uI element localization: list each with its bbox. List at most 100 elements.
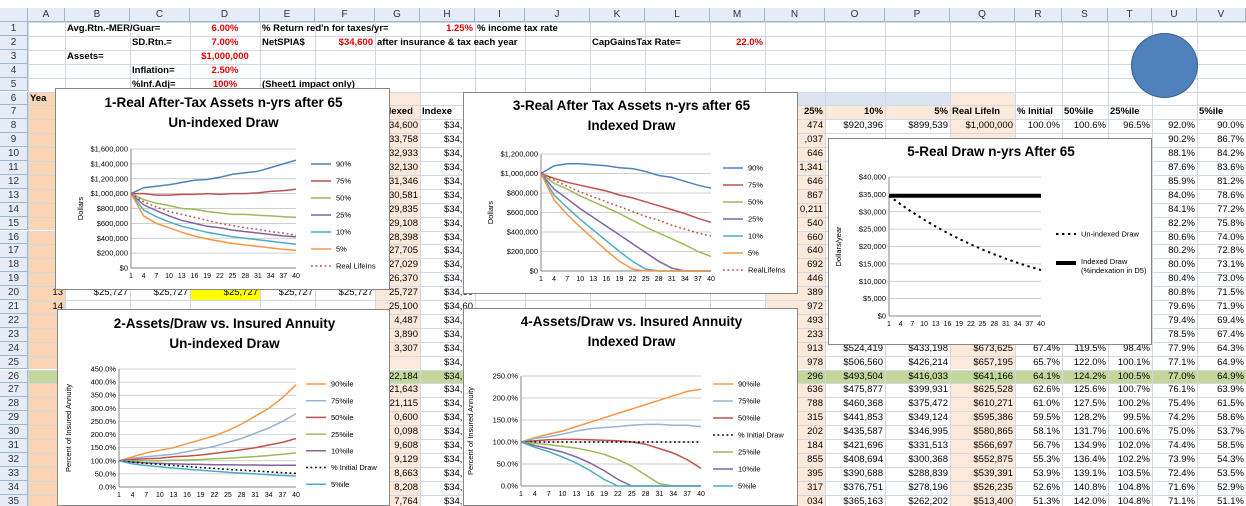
legend-label-box: Indexed Draw (%indexation in D5): [1081, 257, 1146, 275]
cell: 71.9%: [1217, 301, 1244, 312]
series-line: [130, 193, 297, 238]
row-header: 26: [0, 369, 28, 384]
series-line: [540, 172, 712, 258]
x-tick-label: 19: [203, 273, 211, 280]
legend-label: 75%ile: [331, 396, 354, 405]
row-header: 11: [0, 161, 28, 175]
column-header: G: [375, 8, 420, 22]
cell: $331,513: [908, 440, 948, 451]
cell: $34,60: [443, 356, 473, 368]
cell: $34,60: [443, 342, 473, 354]
oval-shape[interactable]: [1131, 33, 1198, 98]
cell: SD.Rtn.=: [132, 36, 172, 48]
cell: $34,60: [443, 370, 473, 382]
y-tick-label: $200,000: [507, 247, 538, 256]
chart: 4-Assets/Draw vs. Insured Annuity Indexed…: [463, 308, 798, 506]
cell: $595,386: [973, 412, 1013, 424]
column-header: D: [190, 8, 260, 22]
x-tick-label: 22: [614, 491, 622, 498]
cell: 55.3%: [1033, 453, 1060, 465]
row-header: 24: [0, 341, 28, 356]
cell: Inflation=: [132, 64, 175, 76]
cell: 72.8%: [1217, 245, 1244, 257]
chart-title: 5-Real Draw n-yrs After 65: [907, 144, 1075, 159]
cell: 53.9%: [1033, 467, 1060, 479]
legend-label: 25%ile: [738, 448, 761, 457]
x-tick-label: 28: [241, 273, 249, 280]
cell: 100.6%: [1073, 120, 1106, 132]
chart-svg: 4-Assets/Draw vs. Insured Annuity Indexed…: [466, 314, 784, 498]
series-line: [520, 388, 702, 443]
cell: 3,890: [394, 328, 418, 340]
x-tick-label: 25: [642, 276, 650, 283]
y-tick-label: 350.0%: [91, 391, 117, 400]
cell: 25,100: [388, 301, 418, 312]
cell: $34,60: [443, 328, 473, 340]
x-tick-label: 28: [990, 321, 998, 328]
chart-subtitle: Indexed Draw: [588, 334, 676, 349]
cell: 296: [807, 370, 823, 382]
cell: 27,029: [388, 259, 418, 271]
y-tick-label: 150.0%: [91, 443, 117, 452]
series-line: [130, 159, 297, 195]
legend-label: 75%ile: [738, 397, 761, 406]
y-tick-label: 100.0%: [91, 456, 117, 465]
cell: 64.1%: [1033, 370, 1060, 382]
series-line: [130, 193, 297, 251]
x-tick-label: 22: [629, 276, 637, 283]
x-tick-label: 16: [191, 273, 199, 280]
legend-label: 10%: [336, 228, 351, 237]
cell: $625,528: [973, 384, 1013, 396]
cell: 127.5%: [1073, 398, 1106, 410]
series-line: [118, 384, 297, 462]
cell: 646: [807, 148, 823, 160]
cell: $349,124: [908, 412, 948, 424]
row-header: 20: [0, 286, 28, 300]
x-tick-label: 19: [197, 492, 205, 499]
column-header: J: [525, 8, 590, 22]
x-tick-label: 40: [707, 276, 715, 283]
cell: 77.9%: [1168, 342, 1195, 354]
cell: $34,60: [443, 120, 473, 132]
cell: 493: [807, 314, 823, 326]
y-tick-label: $40,000: [859, 173, 886, 182]
cell: 80.2%: [1168, 245, 1195, 257]
x-tick-label: 4: [131, 492, 135, 499]
y-tick-label: $0: [530, 267, 538, 276]
cell: 446: [807, 273, 823, 285]
y-tick-label: 50.0%: [497, 460, 519, 469]
legend-label: 75%: [748, 181, 763, 190]
cell: $920,396: [843, 120, 883, 132]
cell: $25,727: [223, 287, 258, 299]
x-tick-label: 34: [681, 276, 689, 283]
cell: $673,625: [973, 342, 1013, 354]
x-tick-label: 28: [655, 276, 663, 283]
series-line: [130, 192, 297, 237]
chart-title: 4-Assets/Draw vs. Insured Annuity: [521, 314, 743, 329]
x-tick-label: 31: [656, 491, 664, 498]
legend-label: 75%: [336, 177, 351, 186]
cell: 389: [807, 287, 823, 299]
row-header: 23: [0, 327, 28, 342]
cell: 692: [807, 259, 823, 271]
y-tick-label: $400,000: [507, 228, 538, 237]
x-tick-label: 7: [565, 276, 569, 283]
cell: Indexe: [422, 106, 453, 118]
cell: 660: [807, 231, 823, 243]
y-tick-label: 200.0%: [91, 430, 117, 439]
column-header: F: [315, 8, 375, 22]
cell: 52.6%: [1033, 481, 1060, 493]
cell: 32,130: [388, 162, 418, 173]
cell: $460,368: [843, 398, 883, 410]
cell: 34,600: [388, 120, 418, 132]
x-tick-label: 37: [1025, 321, 1033, 328]
cell: $34,60: [443, 495, 473, 506]
series-line: [118, 437, 297, 462]
x-tick-label: 19: [600, 491, 608, 498]
x-tick-label: 1: [539, 276, 543, 283]
cell: 65.7%: [1033, 356, 1060, 368]
cell: 75.8%: [1217, 217, 1244, 229]
y-tick-label: $1,000,000: [90, 189, 128, 198]
series-line: [540, 172, 712, 224]
row-header: 9: [0, 133, 28, 148]
